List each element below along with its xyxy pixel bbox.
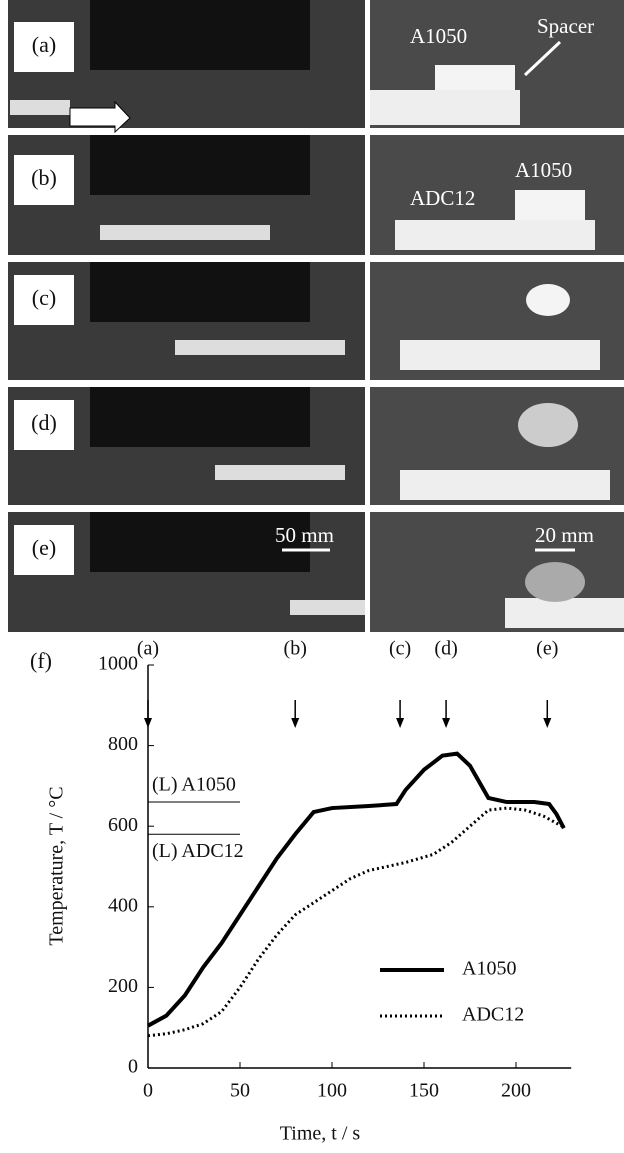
sample [100,225,270,240]
sample [10,100,70,115]
photo-text: A1050 [515,158,572,182]
legend-label: ADC12 [462,1004,524,1026]
sample [400,470,610,500]
x-tick-label: 0 [143,1080,153,1102]
y-tick-label: 800 [108,733,138,755]
panel-label: (d) [31,410,57,435]
coil [90,262,310,322]
y-tick-label: 600 [108,814,138,836]
event-label: (c) [389,638,411,660]
event-arrowhead [442,718,450,728]
sample [525,562,585,602]
x-tick-label: 100 [317,1080,347,1102]
sample [175,340,345,355]
photo-text: 20 mm [535,523,594,547]
sample [290,600,365,615]
coil [90,387,310,447]
event-arrowhead [396,718,404,728]
photo-text: 50 mm [275,523,334,547]
sample [400,340,600,370]
x-tick-label: 150 [409,1080,439,1102]
y-axis-label: Temperature, T / °C [46,786,68,945]
sample [518,403,578,447]
legend-label: A1050 [462,958,516,980]
event-label: (d) [434,638,457,660]
sample [515,190,585,220]
sample [505,598,624,628]
reference-label: (L) A1050 [152,774,236,796]
panel-label: (a) [32,32,56,57]
panel-label: (b) [31,165,57,190]
x-tick-label: 50 [230,1080,250,1102]
y-tick-label: 1000 [98,653,138,675]
reference-label: (L) ADC12 [152,840,244,862]
event-label: (a) [137,638,159,660]
coil [90,135,310,195]
event-arrowhead [291,718,299,728]
figure: (a) (b) (c) (d) (e) A1050 Spacer ADC12 A… [0,0,624,1153]
event-arrowhead [543,718,551,728]
event-label: (e) [536,638,558,660]
sample [395,220,595,250]
coil [90,0,310,70]
photo-text: Spacer [537,14,594,38]
photo-text: ADC12 [410,186,475,210]
panel-label: (f) [30,648,52,673]
x-axis-label: Time, t / s [280,1123,361,1145]
y-tick-label: 400 [108,894,138,916]
event-arrowhead [144,718,152,728]
y-tick-label: 200 [108,975,138,997]
sample [435,65,515,90]
photo-text: A1050 [410,24,467,48]
sample [526,284,570,316]
y-tick-label: 0 [128,1056,138,1078]
panel-label: (e) [32,535,56,560]
sample [370,90,520,125]
photo-panels: (a) (b) (c) (d) (e) A1050 Spacer ADC12 A… [8,0,624,632]
panel-label: (c) [32,285,56,310]
event-label: (b) [284,638,307,660]
x-tick-label: 200 [501,1080,531,1102]
sample [215,465,345,480]
